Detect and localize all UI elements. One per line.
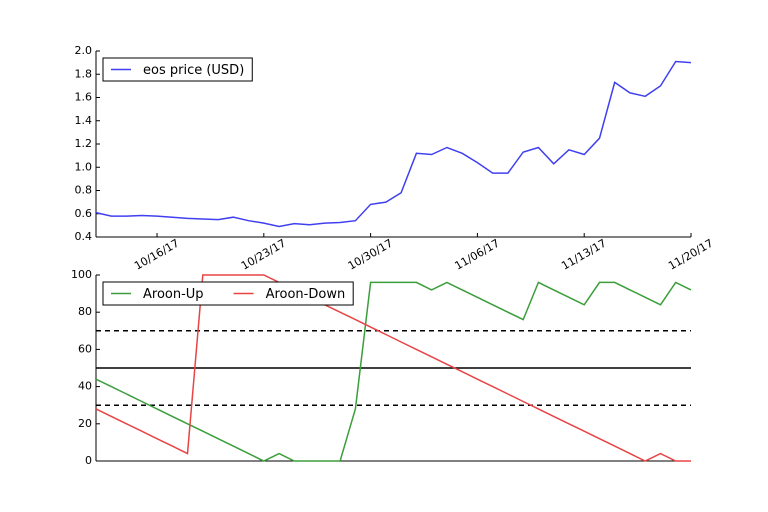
legend-label: eos price (USD) [143, 63, 244, 78]
legend-box [102, 57, 253, 82]
x-tick-label: 10/23/17 [239, 237, 288, 273]
legend: Aroon-Up Aroon-Down [102, 281, 354, 306]
y-tick-label: 60 [78, 342, 92, 355]
y-tick-label: 0 [85, 454, 92, 467]
legend-label: Aroon-Up [143, 287, 204, 302]
y-tick-label: 0.4 [75, 230, 93, 243]
series-line [95, 274, 691, 462]
y-tick-label: 80 [78, 305, 92, 318]
y-tick-label: 100 [71, 268, 92, 281]
y-tick-label: 1.6 [75, 91, 93, 104]
y-tick-label: 1.8 [75, 67, 93, 80]
y-tick-label: 1.4 [75, 114, 93, 127]
y-tick-label: 20 [78, 417, 92, 430]
x-tick-label: 11/06/17 [453, 237, 502, 273]
y-tick-label: 0.6 [75, 207, 93, 220]
legend: eos price (USD) [102, 57, 253, 82]
y-tick-label: 2.0 [75, 44, 93, 57]
legend-box [102, 281, 354, 306]
series-line [95, 60, 692, 228]
x-tick-label: 11/20/17 [666, 237, 715, 273]
x-tick-label: 10/30/17 [346, 237, 395, 273]
y-tick-label: 0.8 [75, 184, 93, 197]
y-tick-label: 1.2 [75, 137, 93, 150]
legend-label: Aroon-Down [266, 287, 346, 302]
y-tick-label: 40 [78, 380, 92, 393]
y-tick-label: 1.0 [75, 160, 93, 173]
x-tick-label: 11/13/17 [559, 237, 608, 273]
series-line [95, 281, 692, 462]
x-tick-label: 10/16/17 [132, 237, 181, 273]
